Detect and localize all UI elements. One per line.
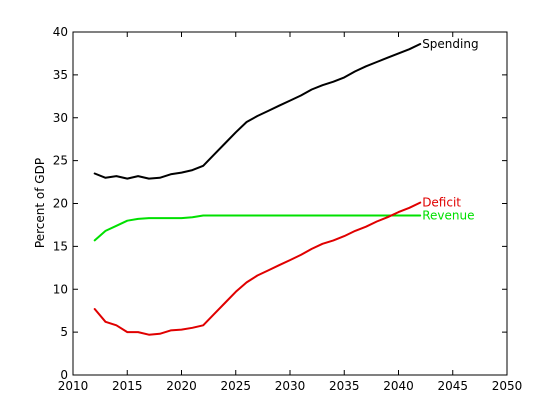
y-tick-label: 30 <box>53 111 68 125</box>
plot-area <box>72 31 508 376</box>
series-label-spending: Spending <box>422 37 478 51</box>
x-tick-label: 2050 <box>492 379 523 393</box>
x-tick-label: 2020 <box>166 379 197 393</box>
y-tick-label: 15 <box>53 239 68 253</box>
y-axis: 0 5 10 15 20 25 30 35 40 <box>53 25 507 382</box>
y-tick-label: 40 <box>53 25 68 39</box>
series-line-revenue <box>93 214 422 242</box>
x-tick-label: 2040 <box>383 379 414 393</box>
x-tick-label: 2045 <box>437 379 468 393</box>
series-label-deficit: Deficit <box>422 196 461 210</box>
y-tick-label: 20 <box>53 197 68 211</box>
y-tick-label: 25 <box>53 154 68 168</box>
series-line-spending <box>93 43 422 180</box>
series-line-deficit <box>93 201 422 336</box>
x-axis: 2010 2015 2020 2025 2030 2035 2040 2045 2050 <box>58 32 523 393</box>
x-tick-label: 2035 <box>329 379 360 393</box>
y-tick-label: 0 <box>60 368 68 382</box>
series-group <box>93 43 422 336</box>
y-tick-label: 10 <box>53 282 68 296</box>
y-tick-label: 5 <box>60 325 68 339</box>
x-tick-label: 2030 <box>275 379 306 393</box>
y-tick-label: 35 <box>53 68 68 82</box>
x-tick-label: 2010 <box>58 379 89 393</box>
x-tick-label: 2025 <box>220 379 251 393</box>
y-axis-label: Percent of GDP <box>33 158 47 248</box>
x-tick-label: 2015 <box>112 379 143 393</box>
series-label-revenue: Revenue <box>422 209 474 223</box>
